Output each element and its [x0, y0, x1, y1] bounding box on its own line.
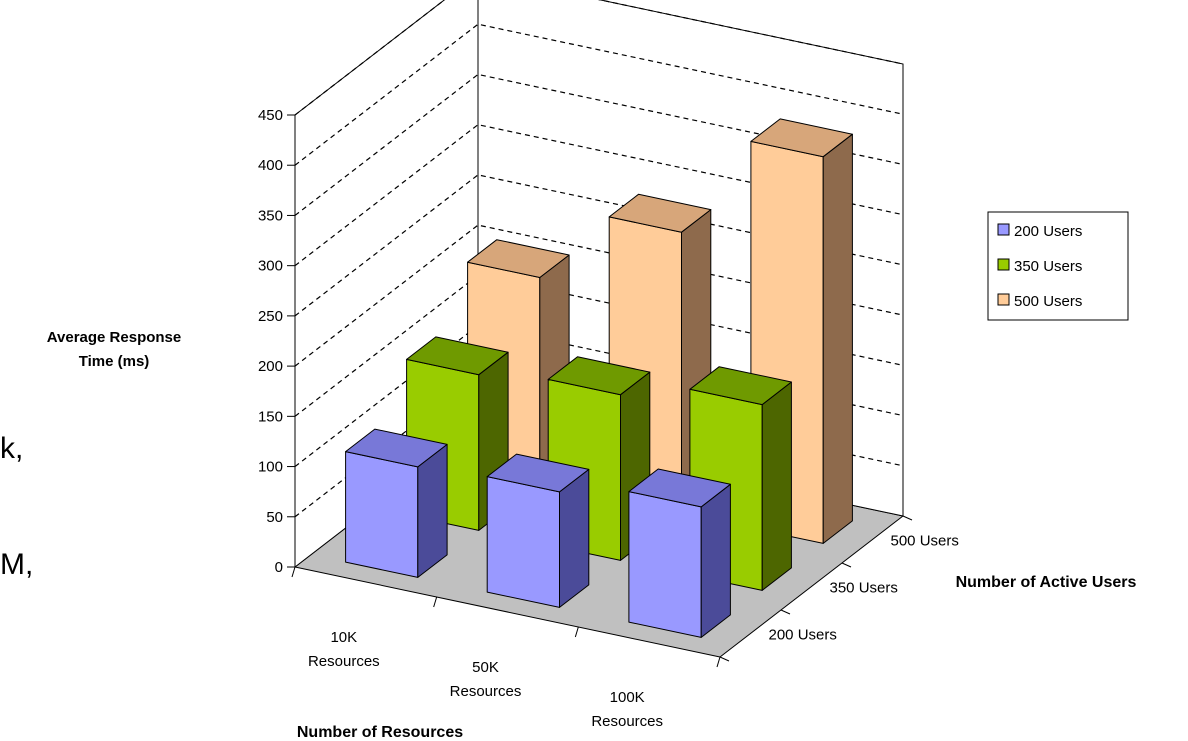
legend-label: 500 Users: [1014, 293, 1082, 310]
background-text-fragment: M,: [0, 548, 34, 581]
legend: [987, 211, 1129, 321]
bar-top: [467, 239, 570, 278]
x-tick-label: 100K Resources: [591, 689, 663, 730]
bar-top: [750, 118, 853, 158]
bar-top: [345, 428, 448, 468]
bar-side: [700, 483, 731, 638]
y-tick-label: 250: [258, 308, 283, 325]
bar-top: [628, 468, 731, 508]
bar-front: [486, 476, 560, 608]
y-tick-label: 150: [258, 408, 283, 425]
bar-top: [406, 336, 509, 376]
bar-top: [689, 366, 792, 406]
y-tick-label: 450: [258, 107, 283, 124]
y-tick-label: 400: [258, 157, 283, 174]
bar-front: [345, 451, 419, 578]
legend-swatch: [997, 293, 1010, 306]
depth-axis-tick: [902, 515, 913, 521]
bar-side: [822, 133, 853, 544]
x-tick-label: 50K Resources: [450, 659, 522, 700]
x-axis-tick: [291, 566, 296, 578]
x-axis-tick: [716, 656, 721, 668]
depth-axis-tick: [780, 609, 791, 615]
bar-side: [417, 443, 448, 578]
bar-top: [547, 356, 651, 396]
bar-side: [761, 381, 792, 591]
depth-axis-tick: [841, 562, 852, 568]
depth-tick-label: 200 Users: [769, 627, 837, 644]
y-tick-label: 350: [258, 207, 283, 224]
depth-axis-title: Number of Active Users: [956, 574, 1137, 591]
y-axis-title: Average Response Time (ms): [47, 329, 182, 370]
y-tick-label: 100: [258, 459, 283, 476]
background-text-fragment: k,: [0, 432, 24, 465]
legend-label: 200 Users: [1014, 223, 1082, 240]
y-tick-label: 50: [266, 509, 283, 526]
bar-front: [628, 491, 702, 638]
x-axis-title: Number of Resources: [297, 724, 463, 741]
y-tick-label: 0: [275, 559, 283, 576]
depth-tick-label: 350 Users: [830, 580, 898, 597]
legend-swatch: [997, 258, 1010, 271]
y-tick-label: 200: [258, 358, 283, 375]
x-axis-tick: [433, 596, 438, 608]
legend-swatch: [997, 223, 1010, 236]
legend-label: 350 Users: [1014, 258, 1082, 275]
bar-top: [608, 193, 712, 233]
y-tick-label: 300: [258, 258, 283, 275]
depth-axis-tick: [719, 656, 730, 662]
x-axis-tick: [574, 626, 579, 638]
depth-tick-label: 500 Users: [891, 533, 959, 550]
bar-side: [559, 468, 590, 608]
x-tick-label: 10K Resources: [308, 629, 380, 670]
bar-top: [486, 453, 590, 493]
